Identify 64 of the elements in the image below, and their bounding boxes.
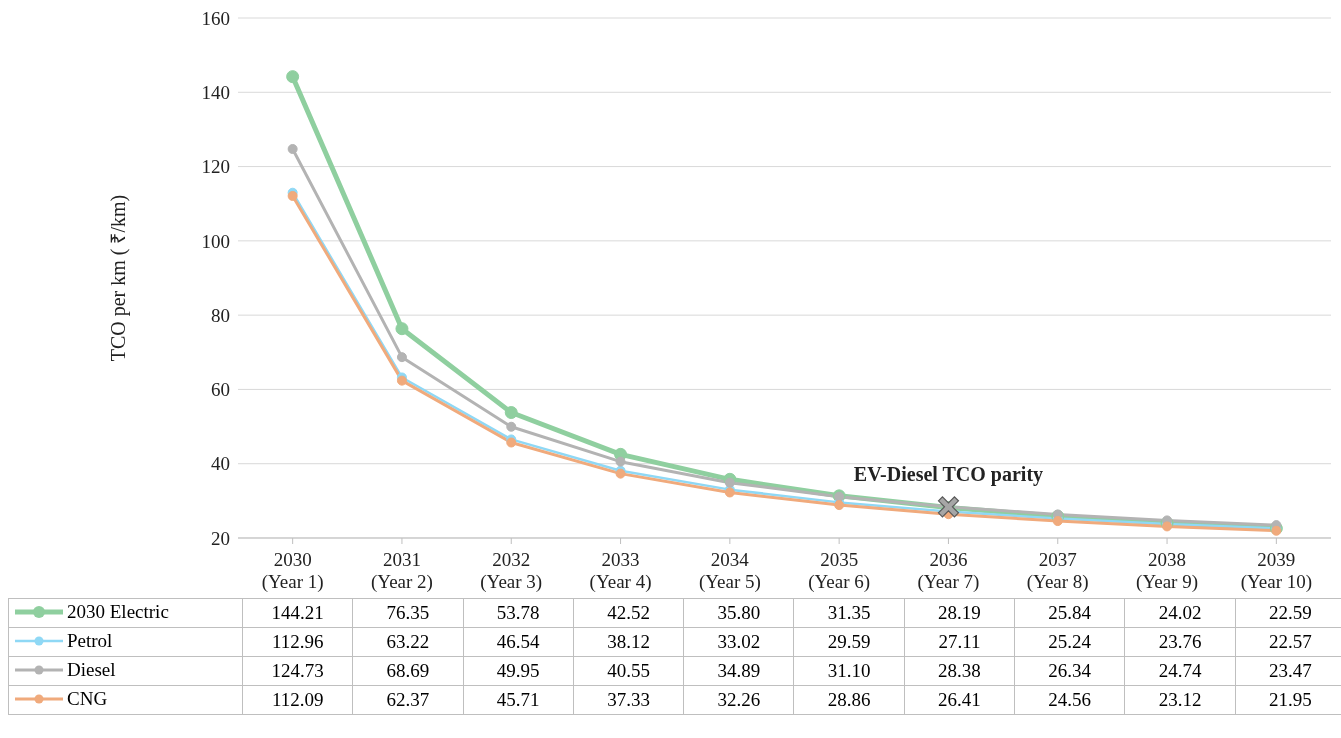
data-label: 26.34 [1014, 656, 1125, 686]
x-tick-label: 2030 (Year 1) [261, 549, 324, 593]
data-label: 24.02 [1124, 598, 1236, 628]
data-label: 31.10 [793, 656, 905, 686]
data-label: 23.76 [1124, 627, 1236, 657]
x-tick-label: 2031 (Year 2) [370, 549, 433, 593]
data-label: 63.22 [352, 627, 464, 657]
y-tick-label: 20 [211, 527, 230, 549]
x-tick-label: 2032 (Year 3) [480, 549, 543, 593]
y-tick-label: 60 [211, 379, 230, 401]
data-label: 23.12 [1124, 685, 1236, 715]
x-tick-label: 2035 (Year 6) [808, 549, 871, 593]
x-tick-label: 2037 (Year 8) [1026, 549, 1089, 593]
data-label: 46.54 [463, 627, 574, 657]
data-label: 42.52 [573, 598, 684, 628]
data-label: 24.56 [1014, 685, 1125, 715]
data-label: 124.73 [242, 656, 353, 686]
data-label: 29.59 [793, 627, 905, 657]
data-label: 28.38 [904, 656, 1015, 686]
data-label: 49.95 [463, 656, 574, 686]
data-label: 32.26 [683, 685, 794, 715]
data-label: 33.02 [683, 627, 794, 657]
data-label: 53.78 [463, 598, 574, 628]
y-tick-label: 140 [201, 82, 230, 104]
data-label: 68.69 [352, 656, 464, 686]
data-label: 37.33 [573, 685, 684, 715]
data-label: 38.12 [573, 627, 684, 657]
y-tick-label: 160 [201, 7, 230, 29]
data-label: 28.86 [793, 685, 905, 715]
annotation: EV-Diesel TCO parity [853, 462, 1044, 486]
data-label: 21.95 [1235, 685, 1341, 715]
data-label: 112.96 [242, 627, 353, 657]
data-label: 25.24 [1014, 627, 1125, 657]
data-label: 23.47 [1235, 656, 1341, 686]
y-tick-label: 100 [201, 230, 230, 252]
legend-label: Petrol [66, 630, 113, 652]
data-label: 40.55 [573, 656, 684, 686]
legend-label: CNG [66, 688, 108, 710]
data-label: 34.89 [683, 656, 794, 686]
x-tick-label: 2034 (Year 5) [698, 549, 761, 593]
data-label: 112.09 [242, 685, 353, 715]
data-label: 31.35 [793, 598, 905, 628]
legend-label: 2030 Electric [66, 601, 169, 623]
y-tick-label: 80 [211, 304, 230, 326]
data-label: 22.59 [1235, 598, 1341, 628]
x-tick-label: 2036 (Year 7) [917, 549, 980, 593]
x-tick-label: 2038 (Year 9) [1136, 549, 1199, 593]
data-label: 62.37 [352, 685, 464, 715]
data-label: 28.19 [904, 598, 1015, 628]
data-label: 144.21 [242, 598, 353, 628]
data-label: 35.80 [683, 598, 794, 628]
y-axis-title: TCO per km ( ₹/km) [107, 194, 131, 362]
legend-label: Diesel [66, 659, 116, 681]
data-label: 45.71 [463, 685, 574, 715]
data-label: 24.74 [1124, 656, 1236, 686]
y-tick-label: 40 [211, 453, 230, 475]
data-label: 22.57 [1235, 627, 1341, 657]
x-tick-label: 2039 (Year 10) [1240, 549, 1313, 593]
data-label: 27.11 [904, 627, 1015, 657]
x-tick-label: 2033 (Year 4) [589, 549, 652, 593]
data-label: 76.35 [352, 598, 464, 628]
data-label: 26.41 [904, 685, 1015, 715]
data-label: 25.84 [1014, 598, 1125, 628]
y-tick-label: 120 [201, 156, 230, 178]
